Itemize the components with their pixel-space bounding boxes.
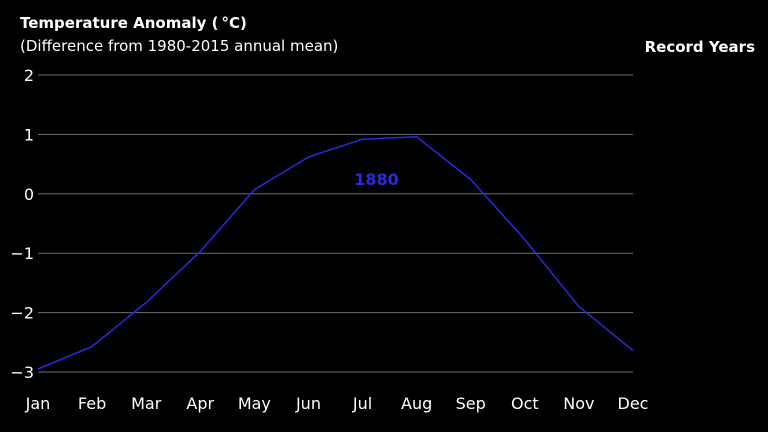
- x-tick-label: Jan: [25, 394, 51, 413]
- series-label-1880: 1880: [354, 170, 399, 189]
- x-tick-label: Aug: [401, 394, 432, 413]
- y-tick-label: −2: [10, 304, 34, 323]
- series-group: 1880: [37, 136, 634, 370]
- x-tick-label: Jul: [352, 394, 372, 413]
- x-tick-label: Feb: [78, 394, 106, 413]
- x-tick-label: Oct: [511, 394, 539, 413]
- y-tick-label: 0: [24, 185, 34, 204]
- x-tick-label: Apr: [186, 394, 214, 413]
- x-tick-label: Nov: [563, 394, 594, 413]
- y-tick-label: 2: [24, 66, 34, 85]
- y-axis-ticks: 2 1 0 −1 −2 −3: [10, 66, 34, 382]
- series-line-1880: [37, 136, 634, 370]
- legend-title: Record Years: [644, 38, 755, 56]
- x-tick-label: Mar: [131, 394, 162, 413]
- y-tick-label: −1: [10, 244, 34, 263]
- x-tick-label: Sep: [456, 394, 486, 413]
- y-tick-label: −3: [10, 363, 34, 382]
- x-axis-ticks: Jan Feb Mar Apr May Jun Jul Aug Sep Oct Nov Dec: [25, 394, 649, 413]
- y-tick-label: 1: [24, 125, 34, 144]
- chart-title: Temperature Anomaly ( °C): [20, 14, 247, 32]
- x-tick-label: Jun: [295, 394, 321, 413]
- x-tick-label: May: [238, 394, 271, 413]
- x-tick-label: Dec: [618, 394, 649, 413]
- gridlines: [38, 74, 633, 373]
- chart-subtitle: (Difference from 1980-2015 annual mean): [20, 37, 339, 55]
